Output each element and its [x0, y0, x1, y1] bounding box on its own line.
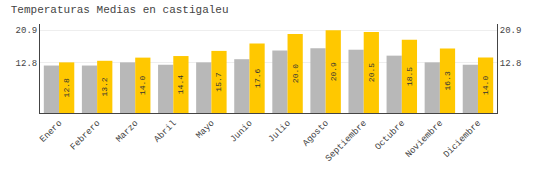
- svg-text:Octubre: Octubre: [373, 119, 407, 153]
- svg-text:12.8: 12.8: [16, 59, 38, 69]
- svg-text:Septiembre: Septiembre: [324, 119, 369, 164]
- svg-text:Marzo: Marzo: [114, 119, 140, 145]
- svg-text:20.9: 20.9: [500, 26, 522, 36]
- svg-text:12.8: 12.8: [500, 59, 522, 69]
- svg-text:Temperaturas Medias en castiga: Temperaturas Medias en castigaleu: [11, 4, 229, 16]
- svg-text:Febrero: Febrero: [69, 119, 103, 153]
- svg-text:Mayo: Mayo: [194, 119, 216, 141]
- svg-text:17.6: 17.6: [253, 68, 262, 87]
- svg-text:Diciembre: Diciembre: [442, 119, 483, 160]
- svg-text:13.2: 13.2: [100, 77, 109, 96]
- svg-text:Enero: Enero: [38, 119, 64, 145]
- svg-text:18.5: 18.5: [405, 67, 414, 86]
- svg-text:Noviembre: Noviembre: [404, 119, 445, 160]
- svg-text:20.9: 20.9: [329, 62, 338, 81]
- svg-text:20.9: 20.9: [16, 26, 38, 36]
- svg-text:14.0: 14.0: [138, 76, 147, 95]
- svg-text:12.8: 12.8: [62, 78, 71, 97]
- svg-text:16.3: 16.3: [443, 71, 452, 90]
- svg-text:20.0: 20.0: [291, 64, 300, 83]
- svg-text:15.7: 15.7: [214, 72, 223, 91]
- svg-text:14.0: 14.0: [481, 76, 490, 95]
- svg-text:Agosto: Agosto: [301, 119, 331, 149]
- svg-text:Julio: Julio: [267, 119, 293, 145]
- svg-text:20.5: 20.5: [367, 63, 376, 82]
- svg-text:Junio: Junio: [229, 119, 255, 145]
- svg-text:Abril: Abril: [152, 119, 178, 145]
- svg-text:14.4: 14.4: [176, 75, 185, 94]
